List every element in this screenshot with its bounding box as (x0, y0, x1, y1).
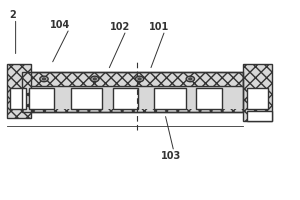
Circle shape (186, 76, 194, 82)
Text: 102: 102 (110, 22, 130, 32)
Circle shape (189, 78, 192, 80)
Circle shape (135, 76, 144, 82)
Bar (186, 88, 196, 109)
Bar (71, 88, 102, 109)
Bar (247, 111, 272, 121)
Bar (102, 88, 113, 109)
Circle shape (40, 76, 48, 82)
Bar (138, 88, 154, 109)
Circle shape (93, 78, 96, 80)
Bar (54, 88, 71, 109)
Text: 104: 104 (50, 20, 70, 30)
Bar (247, 88, 268, 109)
Bar (22, 105, 243, 112)
Text: 2: 2 (9, 10, 16, 20)
Circle shape (138, 78, 141, 80)
Text: 103: 103 (161, 151, 181, 161)
Text: 101: 101 (149, 22, 169, 32)
Bar (10, 88, 26, 109)
Bar (113, 88, 138, 109)
Bar (243, 64, 272, 121)
Circle shape (91, 76, 99, 82)
Bar (22, 86, 243, 105)
Bar (154, 88, 186, 109)
Bar (22, 72, 243, 112)
Bar (7, 64, 31, 118)
Bar (22, 72, 243, 86)
Circle shape (42, 78, 46, 80)
Bar (29, 88, 54, 109)
Bar (222, 88, 243, 109)
Bar (22, 88, 29, 109)
Bar (196, 88, 222, 109)
